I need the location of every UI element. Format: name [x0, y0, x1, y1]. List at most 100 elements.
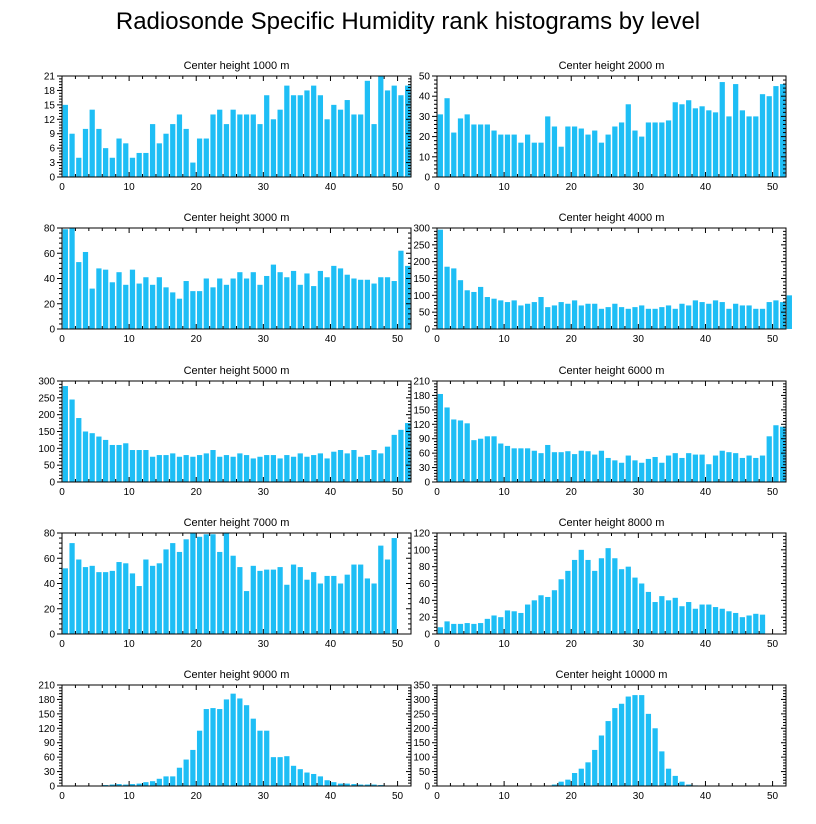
- bar-35: [297, 453, 303, 482]
- bar-35: [297, 95, 303, 177]
- histogram-panel-4: Center height 4000 m 0 10 20 30 40 50 0 50 100 150…: [413, 212, 792, 345]
- bar-23: [217, 456, 223, 482]
- bar-25: [605, 721, 611, 786]
- bar-13: [524, 448, 531, 482]
- bar-13: [149, 124, 156, 177]
- bar-47: [753, 613, 759, 634]
- x-tick-label: 0: [434, 639, 440, 650]
- bar-40: [331, 265, 337, 329]
- bar-51: [780, 302, 786, 329]
- bar-28: [250, 718, 256, 786]
- bar-30: [264, 275, 270, 329]
- bar-6: [478, 124, 484, 177]
- bar-34: [290, 95, 297, 177]
- y-tick-label: 250: [413, 240, 430, 251]
- bar-36: [679, 457, 685, 482]
- histogram-panel-5: Center height 5000 m 0 10 20 30 40 50 0 50 100 150…: [38, 365, 412, 498]
- bar-43: [351, 114, 357, 177]
- bar-26: [612, 708, 618, 786]
- bar-33: [659, 751, 665, 786]
- bar-13: [524, 303, 531, 329]
- bar-8: [116, 784, 122, 786]
- bar-23: [217, 709, 223, 786]
- bar-42: [344, 453, 350, 482]
- bar-49: [391, 434, 397, 482]
- x-tick-label: 40: [325, 639, 337, 650]
- bar-17: [176, 114, 183, 177]
- bar-39: [699, 302, 705, 329]
- bar-29: [632, 460, 638, 482]
- x-tick-label: 30: [633, 791, 645, 802]
- bar-42: [344, 100, 350, 177]
- bar-46: [371, 784, 377, 786]
- y-tick-label: 50: [44, 461, 56, 472]
- bar-16: [170, 543, 176, 634]
- y-tick-label: 20: [44, 604, 56, 615]
- bar-48: [759, 308, 766, 329]
- histogram-panel-1: Center height 1000 m 0 10 20 30 40 50 0 3 6 9 12 15 1…: [44, 60, 412, 193]
- bar-22: [210, 287, 216, 329]
- plot-frame: [61, 684, 412, 787]
- bar-26: [237, 114, 243, 177]
- bar-5: [96, 268, 102, 329]
- bar-48: [759, 614, 766, 634]
- bar-19: [565, 451, 571, 482]
- y-tick-label: 30: [419, 463, 431, 474]
- bar-29: [257, 456, 263, 482]
- bar-48: [384, 90, 391, 177]
- bar-17: [551, 590, 558, 634]
- bar-41: [337, 583, 344, 634]
- x-tick-label: 20: [191, 182, 203, 193]
- bar-4: [464, 114, 470, 177]
- bar-32: [652, 308, 658, 329]
- bar-29: [632, 577, 638, 634]
- bar-1: [69, 399, 75, 482]
- bar-10: [129, 157, 136, 177]
- bar-27: [243, 591, 250, 634]
- bar-21: [578, 450, 584, 482]
- bar-1: [69, 133, 75, 177]
- bar-4: [89, 288, 95, 329]
- y-tick-label: 6: [49, 144, 55, 155]
- bar-44: [733, 84, 739, 177]
- bar-2: [76, 157, 82, 177]
- bar-43: [351, 784, 357, 786]
- bar-34: [665, 768, 672, 786]
- bar-40: [331, 575, 337, 634]
- bar-0: [437, 393, 443, 482]
- bar-39: [324, 458, 330, 482]
- bar-33: [659, 596, 665, 634]
- bar-8: [491, 436, 497, 482]
- bar-27: [618, 462, 625, 482]
- bar-9: [123, 284, 129, 329]
- bar-18: [183, 128, 189, 177]
- bar-11: [511, 448, 517, 482]
- y-tick-label: 21: [44, 72, 56, 83]
- bar-31: [270, 569, 277, 634]
- panel-title: Center height 4000 m: [559, 212, 665, 224]
- y-tick-label: 120: [413, 420, 430, 431]
- bar-30: [639, 462, 645, 482]
- bar-34: [665, 600, 672, 634]
- bar-25: [230, 555, 236, 634]
- bar-40: [331, 782, 337, 786]
- bar-32: [277, 272, 283, 329]
- bar-35: [672, 775, 678, 786]
- bar-11: [136, 152, 142, 177]
- x-tick-label: 40: [700, 487, 712, 498]
- bar-44: [733, 453, 739, 482]
- bar-25: [230, 109, 236, 177]
- bar-7: [484, 436, 490, 482]
- bar-4: [89, 433, 95, 482]
- x-tick-label: 30: [258, 487, 270, 498]
- bar-41: [337, 450, 344, 482]
- bar-33: [284, 756, 290, 786]
- y-tick-label: 210: [413, 377, 430, 388]
- bar-6: [103, 148, 109, 177]
- bar-22: [585, 451, 591, 482]
- bar-3: [82, 431, 89, 482]
- bar-47: [378, 453, 384, 482]
- bar-18: [558, 781, 564, 786]
- bar-34: [290, 564, 297, 634]
